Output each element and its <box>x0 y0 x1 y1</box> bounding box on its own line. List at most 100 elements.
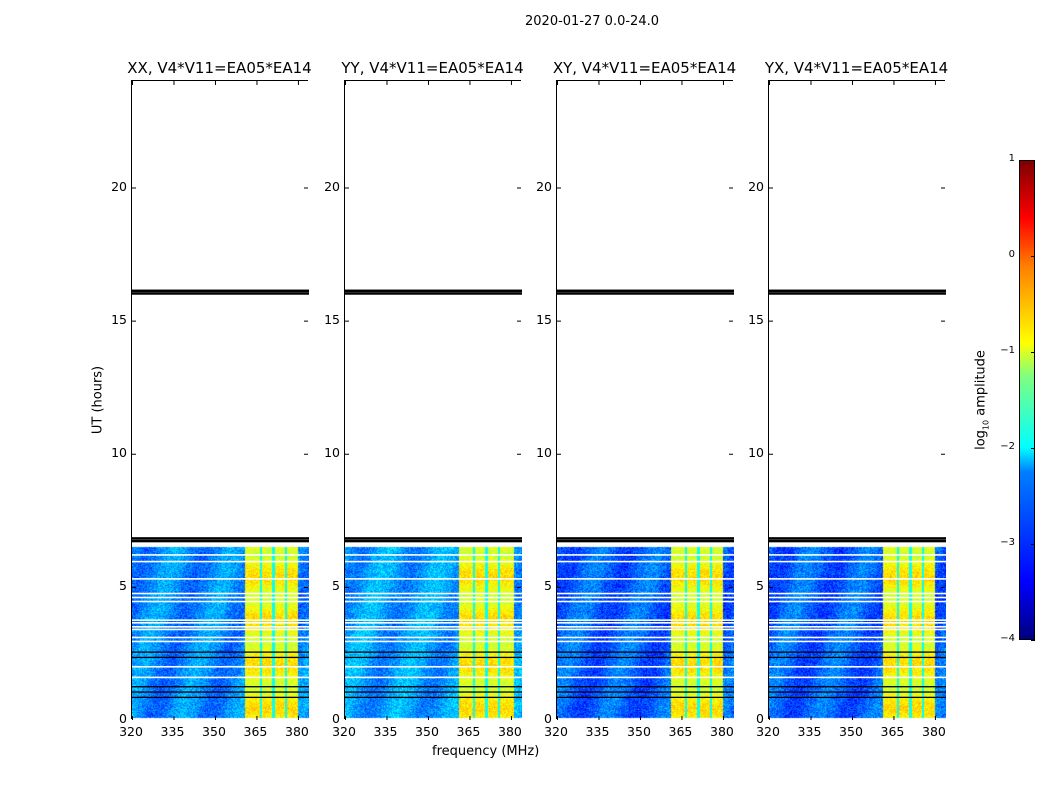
panel-title: XX, V4*V11=EA05*EA14 <box>127 59 312 77</box>
x-tick-mark <box>934 81 936 85</box>
y-tick-mark <box>304 586 308 588</box>
flag-line-white <box>345 592 522 595</box>
x-tick-mark <box>173 81 175 85</box>
flag-line-white <box>132 628 309 631</box>
flag-line-black <box>769 691 946 693</box>
x-tick-mark <box>769 81 770 85</box>
y-tick-label: 5 <box>119 577 127 593</box>
y-tick-mark <box>941 187 945 189</box>
x-tick-mark <box>598 81 600 85</box>
colorbar-tick-mark <box>1031 352 1035 353</box>
flag-line-white <box>132 626 309 628</box>
x-tick-label: 365 <box>668 724 693 739</box>
y-tick-label: 0 <box>544 711 552 726</box>
flag-line-black <box>345 539 522 543</box>
panel-title: YY, V4*V11=EA05*EA14 <box>341 59 524 77</box>
y-tick-mark <box>769 586 773 588</box>
flag-line-white <box>345 665 522 668</box>
y-tick-label: 0 <box>756 711 764 726</box>
x-tick-mark <box>681 81 683 85</box>
x-tick-label: 380 <box>285 724 309 739</box>
x-tick-mark <box>934 716 936 720</box>
heatmap-image <box>769 81 946 720</box>
x-tick-mark <box>893 716 895 720</box>
flag-line-white <box>557 626 734 628</box>
flag-line-black <box>557 289 734 293</box>
flag-line-white <box>769 600 946 603</box>
y-tick-label: 10 <box>111 444 127 460</box>
flag-line-white <box>557 622 734 624</box>
y-tick-label: 20 <box>748 178 764 194</box>
flag-line-white <box>557 554 734 556</box>
colorbar-tick-label: −4 <box>1000 633 1015 644</box>
y-tick-mark <box>557 187 561 189</box>
x-tick-label: 350 <box>202 724 226 739</box>
x-tick-mark <box>132 81 133 85</box>
x-tick-mark <box>386 716 388 720</box>
x-tick-label: 365 <box>243 724 268 739</box>
x-tick-mark <box>469 716 471 720</box>
x-tick-label: 350 <box>415 724 439 739</box>
y-tick-mark <box>517 320 521 322</box>
colorbar-tick-label: −3 <box>1000 537 1015 548</box>
x-tick-label: 380 <box>498 724 522 739</box>
flag-line-white <box>557 600 734 603</box>
flag-line-white <box>769 578 946 580</box>
flag-line-black <box>345 656 522 659</box>
x-tick-mark <box>427 81 429 85</box>
x-tick-label: 365 <box>880 724 905 739</box>
flag-line-white <box>345 578 522 580</box>
flag-line-black <box>769 539 946 543</box>
flag-line-black <box>557 537 734 540</box>
flag-line-black <box>132 696 309 699</box>
x-tick-label: 320 <box>119 724 143 739</box>
flag-line-black <box>769 289 946 293</box>
flag-line-black <box>557 292 734 295</box>
y-tick-label: 15 <box>111 311 127 327</box>
flag-line-black <box>132 651 309 653</box>
colorbar-tick-label: −1 <box>1000 345 1015 356</box>
flag-line-black <box>345 686 522 688</box>
colorbar-tick-mark <box>1031 160 1035 161</box>
x-tick-mark <box>297 81 299 85</box>
flag-line-black <box>769 696 946 699</box>
flag-line-white <box>132 596 309 599</box>
x-tick-mark <box>427 716 429 720</box>
y-tick-mark <box>517 187 521 189</box>
colorbar-label: log10 amplitude <box>974 350 991 450</box>
flag-line-white <box>557 676 734 679</box>
flag-line-black <box>557 651 734 653</box>
flag-line-white <box>557 560 734 563</box>
flag-line-white <box>345 640 522 643</box>
x-tick-mark <box>214 81 216 85</box>
y-tick-mark <box>557 320 561 322</box>
flag-line-black <box>769 656 946 659</box>
flag-line-black <box>345 691 522 693</box>
x-tick-mark <box>132 716 133 720</box>
x-tick-label: 335 <box>160 724 185 739</box>
flag-line-white <box>345 554 522 556</box>
y-tick-mark <box>941 453 945 455</box>
flag-line-white <box>132 619 309 621</box>
flag-line-white <box>769 560 946 563</box>
y-tick-label: 10 <box>748 444 764 460</box>
y-tick-mark <box>557 453 561 455</box>
x-tick-mark <box>722 81 724 85</box>
flag-line-white <box>345 596 522 599</box>
flag-line-white <box>132 640 309 643</box>
x-tick-label: 380 <box>922 724 946 739</box>
y-tick-mark <box>517 453 521 455</box>
panel-2 <box>556 80 734 720</box>
x-tick-mark <box>598 716 600 720</box>
y-tick-mark <box>769 187 773 189</box>
x-tick-mark <box>256 81 258 85</box>
flag-line-white <box>769 665 946 668</box>
flag-line-white <box>557 596 734 599</box>
y-tick-mark <box>557 586 561 588</box>
flag-line-white <box>557 628 734 631</box>
x-tick-mark <box>893 81 895 85</box>
flag-line-white <box>769 676 946 679</box>
x-tick-mark <box>681 716 683 720</box>
x-tick-label: 350 <box>627 724 651 739</box>
